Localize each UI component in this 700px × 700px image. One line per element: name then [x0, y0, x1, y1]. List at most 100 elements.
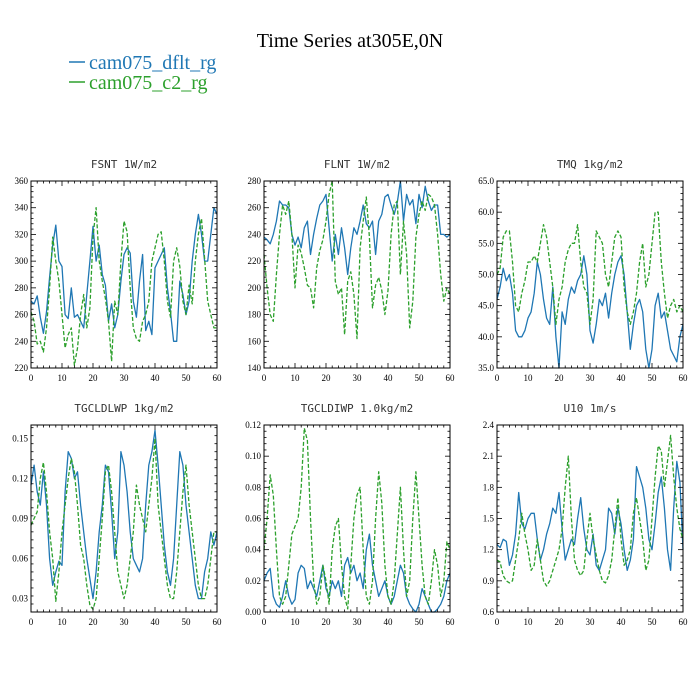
plot-frame	[30, 424, 218, 613]
y-tick-label: 220	[248, 256, 262, 266]
panel-5: TGCLDIWP 1.0kg/m2 0 10 20 30 40 50 60 0.00 0.02 0.…	[245, 402, 455, 627]
y-tick-label: 0.06	[245, 514, 261, 524]
plot-frame	[30, 180, 218, 369]
series-line-dflt	[496, 460, 684, 572]
x-tick-label: 60	[213, 373, 223, 383]
y-tick-label: 280	[15, 283, 29, 293]
x-tick-label: 20	[322, 617, 332, 627]
panel-title: TGCLDIWP 1.0kg/m2	[301, 402, 414, 415]
series-line-dflt	[263, 180, 451, 276]
x-tick-label: 10	[291, 373, 301, 383]
x-tick-label: 0	[495, 373, 500, 383]
panel-4: TGCLDLWP 1kg/m2 0 10 20 30 40 50 60 0.03 0.06 0.09…	[12, 402, 222, 627]
x-tick-label: 30	[120, 373, 130, 383]
x-tick-label: 10	[524, 373, 534, 383]
y-tick-label: 360	[15, 176, 29, 186]
x-tick-label: 30	[586, 617, 596, 627]
y-tick-label: 65.0	[478, 176, 494, 186]
y-tick-label: 260	[248, 203, 262, 213]
x-tick-label: 50	[182, 373, 192, 383]
x-tick-label: 10	[291, 617, 301, 627]
y-tick-label: 1.8	[483, 482, 495, 492]
x-tick-label: 50	[648, 617, 658, 627]
x-tick-label: 40	[151, 373, 161, 383]
y-tick-label: 0.10	[245, 451, 261, 461]
x-tick-label: 40	[151, 617, 161, 627]
x-tick-label: 60	[213, 617, 223, 627]
x-tick-label: 20	[555, 617, 565, 627]
x-tick-label: 20	[89, 373, 99, 383]
x-tick-label: 10	[524, 617, 534, 627]
x-tick-label: 20	[322, 373, 332, 383]
y-tick-label: 2.1	[483, 451, 494, 461]
x-tick-label: 40	[384, 617, 394, 627]
y-tick-label: 140	[248, 363, 262, 373]
x-tick-label: 30	[353, 373, 363, 383]
x-tick-label: 0	[262, 617, 267, 627]
x-tick-label: 0	[495, 617, 500, 627]
panels: FSNT 1W/m20 10 20 30 40 50 6022024026028030032…	[12, 158, 688, 627]
panel-title: FSNT 1W/m2	[91, 158, 157, 171]
panel-3: TMQ 1kg/m2 0 10 20 30 40 50 60 35.0 40.0 45.0 50.0 5…	[478, 158, 688, 383]
x-tick-label: 60	[446, 373, 456, 383]
legend: cam075_dflt_rg cam075_c2_rg	[69, 52, 216, 94]
y-tick-label: 200	[248, 283, 262, 293]
legend-label-c2: cam075_c2_rg	[89, 72, 208, 94]
y-tick-label: 40.0	[478, 332, 494, 342]
y-tick-label: 320	[15, 229, 29, 239]
x-tick-label: 10	[58, 617, 68, 627]
x-tick-label: 60	[679, 373, 689, 383]
y-tick-label: 280	[248, 176, 262, 186]
figure-title: Time Series at305E,0N	[257, 30, 443, 52]
y-tick-label: 0.12	[12, 473, 28, 483]
y-tick-label: 340	[15, 203, 29, 213]
y-tick-label: 0.03	[12, 594, 28, 604]
x-tick-label: 20	[555, 373, 565, 383]
y-tick-label: 220	[15, 363, 29, 373]
y-tick-label: 0.06	[12, 554, 28, 564]
y-tick-label: 0.08	[245, 482, 261, 492]
legend-label-dflt: cam075_dflt_rg	[89, 52, 216, 74]
y-tick-label: 0.15	[12, 433, 28, 443]
x-tick-label: 50	[415, 617, 425, 627]
x-tick-label: 10	[58, 373, 68, 383]
series-line-c2	[30, 437, 217, 610]
y-tick-label: 260	[15, 310, 29, 320]
y-tick-label: 50.0	[478, 270, 494, 280]
plot-frame	[263, 180, 451, 369]
plot-frame	[263, 424, 451, 613]
y-tick-label: 240	[248, 229, 262, 239]
y-tick-label: 0.00	[245, 607, 261, 617]
y-tick-label: 0.6	[483, 607, 495, 617]
x-tick-label: 60	[446, 617, 456, 627]
x-tick-label: 50	[182, 617, 192, 627]
x-tick-label: 60	[679, 617, 689, 627]
x-tick-label: 40	[617, 617, 627, 627]
x-tick-label: 40	[384, 373, 394, 383]
x-tick-label: 0	[29, 373, 34, 383]
x-tick-label: 0	[29, 617, 34, 627]
plot-frame	[496, 180, 684, 369]
y-tick-label: 1.5	[483, 514, 495, 524]
series-line-c2	[496, 211, 684, 326]
x-tick-label: 50	[648, 373, 658, 383]
y-tick-label: 180	[248, 310, 262, 320]
panel-2: FLNT 1W/m2 0 10 20 30 40 50 60 140 160 180 200 220 24…	[248, 158, 456, 383]
y-tick-label: 0.09	[12, 514, 28, 524]
panel-1: FSNT 1W/m2 0 10 20 30 40 50 60 220 240 260 280 300 32…	[15, 158, 223, 383]
y-tick-label: 0.04	[245, 545, 261, 555]
y-tick-label: 300	[15, 256, 29, 266]
y-tick-label: 240	[15, 336, 29, 346]
series-line-dflt	[30, 207, 218, 342]
series-line-dflt	[263, 533, 451, 613]
x-tick-label: 40	[617, 373, 627, 383]
x-tick-label: 30	[353, 617, 363, 627]
y-tick-label: 35.0	[478, 363, 494, 373]
y-tick-label: 45.0	[478, 301, 494, 311]
y-tick-label: 0.02	[245, 576, 261, 586]
y-tick-label: 1.2	[483, 545, 494, 555]
x-tick-label: 50	[415, 373, 425, 383]
y-tick-label: 2.4	[483, 420, 495, 430]
panel-title: FLNT 1W/m2	[324, 158, 390, 171]
